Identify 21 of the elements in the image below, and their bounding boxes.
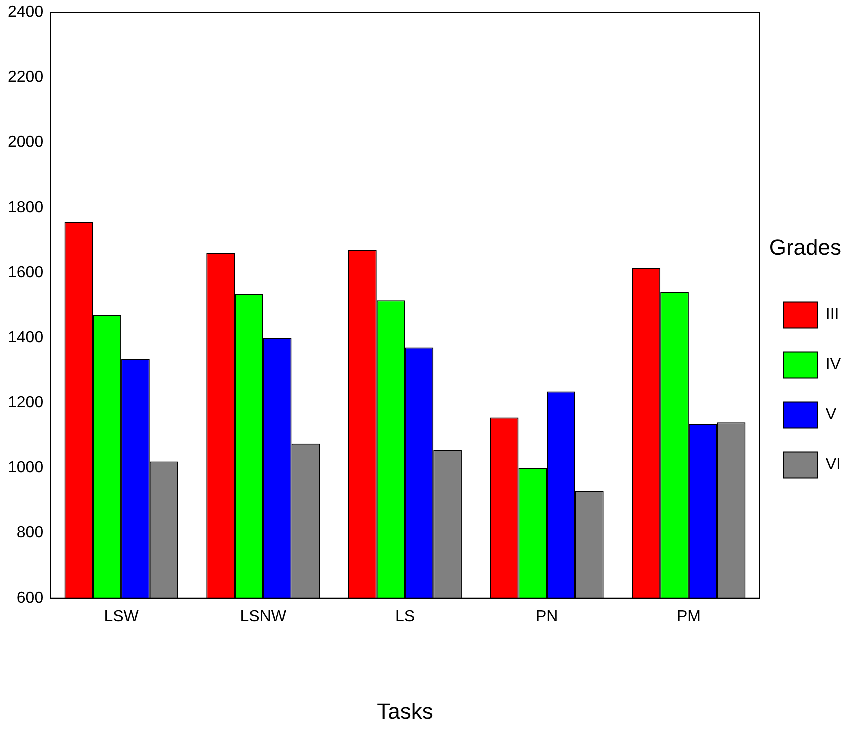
- legend-label: V: [826, 406, 837, 424]
- x-tick-label: PM: [676, 608, 701, 626]
- legend-title: Grades: [769, 234, 842, 260]
- y-tick-label: 1000: [8, 460, 44, 477]
- x-tick-label: LS: [395, 608, 416, 626]
- legend-label: IV: [826, 356, 842, 374]
- y-tick-label: 2400: [8, 4, 44, 22]
- y-tick-label: 1200: [8, 394, 44, 412]
- y-tick-label: 600: [16, 590, 44, 607]
- y-tick-label: 1400: [8, 329, 44, 346]
- legend-label: III: [826, 306, 840, 324]
- x-tick-label: PN: [536, 608, 558, 626]
- y-tick-label: 2000: [8, 134, 44, 152]
- y-tick-label: 800: [16, 524, 44, 542]
- legend-label: VI: [826, 456, 842, 474]
- y-tick-label: 1600: [8, 264, 44, 282]
- x-tick-label: LSW: [104, 608, 140, 626]
- x-tick-label: LSNW: [240, 608, 288, 626]
- x-axis-title: Tasks: [377, 698, 434, 724]
- y-tick-label: 2200: [8, 69, 44, 86]
- y-tick-label: 1800: [8, 199, 44, 216]
